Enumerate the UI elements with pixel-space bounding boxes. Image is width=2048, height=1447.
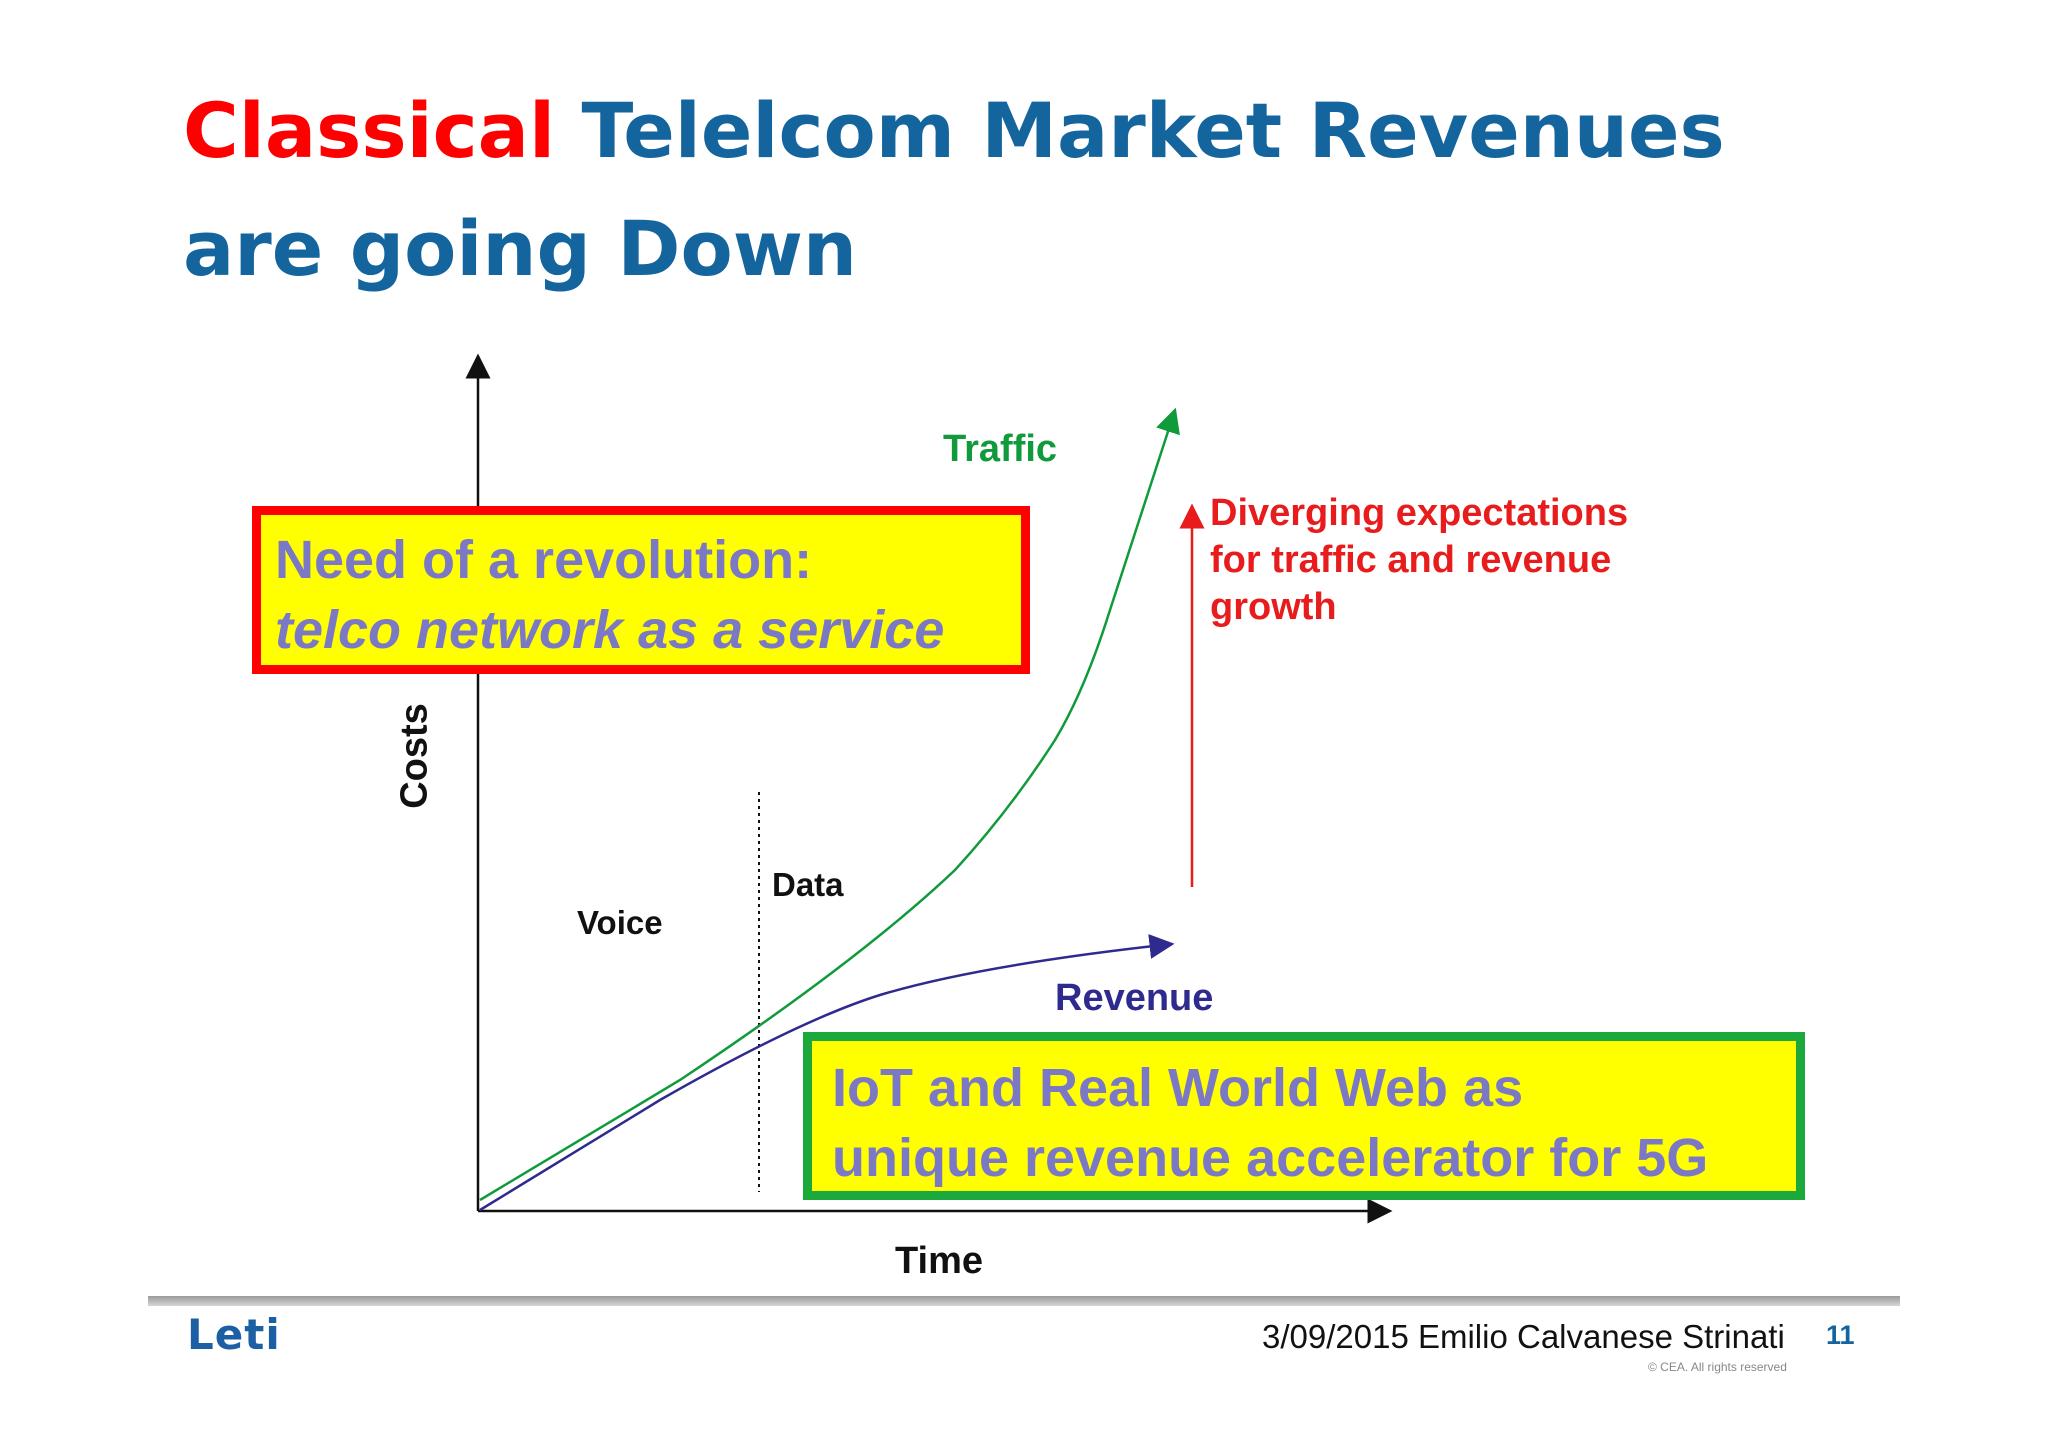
title-highlight: Classical bbox=[183, 86, 556, 175]
slide-title: Classical Telelcom Market Revenues are g… bbox=[183, 72, 1883, 308]
revolution-callout: Need of a revolution: telco network as a… bbox=[252, 506, 1030, 674]
traffic-label: Traffic bbox=[943, 428, 1058, 470]
x-axis-label: Time bbox=[895, 1240, 984, 1282]
y-axis-label: Costs bbox=[393, 703, 436, 809]
iot-line2: unique revenue accelerator for 5G bbox=[832, 1128, 1709, 1188]
voice-label: Voice bbox=[577, 904, 663, 941]
revenue-curve bbox=[479, 934, 1175, 1212]
revolution-line1: Need of a revolution: bbox=[275, 530, 813, 590]
title-rest: Telelcom Market Revenues are going Down bbox=[183, 86, 1725, 293]
footer-author-date: 3/09/2015 Emilio Calvanese Strinati bbox=[1262, 1318, 1785, 1355]
page-number: 11 bbox=[1826, 1320, 1855, 1350]
diverging-text: Diverging expectations for traffic and r… bbox=[1210, 492, 1629, 628]
copyright-notice: © CEA. All rights reserved bbox=[1648, 1360, 1787, 1374]
leti-logo: Leti bbox=[187, 1310, 281, 1359]
iot-line1: IoT and Real World Web as bbox=[832, 1058, 1524, 1118]
footer-divider bbox=[148, 1296, 1900, 1306]
data-label: Data bbox=[772, 866, 844, 903]
revolution-line2: telco network as a service bbox=[275, 600, 945, 660]
iot-callout: IoT and Real World Web as unique revenue… bbox=[803, 1032, 1805, 1200]
revenue-label: Revenue bbox=[1055, 977, 1214, 1019]
traffic-curve bbox=[479, 407, 1180, 1202]
